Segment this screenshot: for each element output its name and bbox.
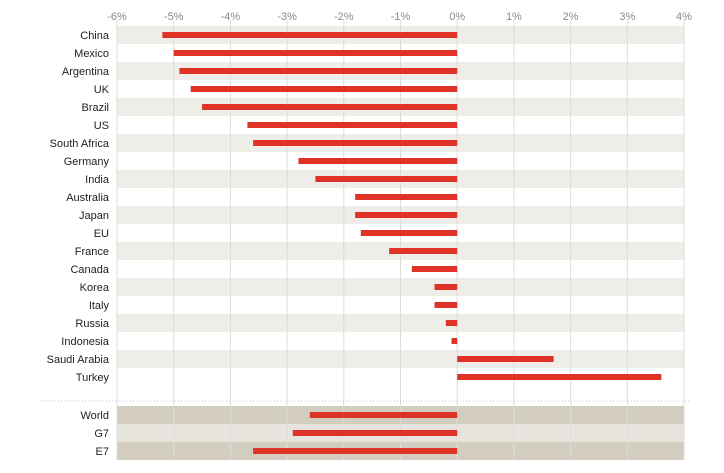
x-axis-ticks: -6% -5% -4% -3% -2% -1% 0% 1% 2% 3% 4% — [107, 11, 692, 23]
bar-japan — [355, 212, 458, 218]
category-label: G7 — [94, 428, 109, 440]
bar-korea — [434, 284, 458, 290]
bar-world — [309, 412, 458, 418]
bar-uk — [190, 86, 458, 92]
x-tick-label: 2% — [563, 11, 579, 23]
bar-saudi-arabia — [457, 356, 554, 362]
category-label: China — [80, 30, 110, 42]
category-label: World — [80, 410, 109, 422]
x-tick-label: -3% — [277, 11, 297, 23]
x-tick-label: -2% — [334, 11, 354, 23]
bar-brazil — [202, 104, 458, 110]
bar-france — [389, 248, 458, 254]
bar-italy — [434, 302, 458, 308]
category-label: EU — [94, 228, 109, 240]
category-label: Germany — [64, 156, 110, 168]
category-label: US — [94, 120, 109, 132]
category-label: South Africa — [50, 138, 110, 150]
bar-china — [162, 32, 458, 38]
category-label: Mexico — [74, 48, 109, 60]
category-label: E7 — [96, 446, 109, 458]
bar-turkey — [457, 374, 662, 380]
category-label: Korea — [80, 282, 110, 294]
x-tick-label: 4% — [676, 11, 692, 23]
category-label: Saudi Arabia — [47, 354, 110, 366]
bar-australia — [355, 194, 458, 200]
gridlines — [116, 20, 685, 460]
x-tick-label: -5% — [164, 11, 184, 23]
bar-south-africa — [253, 140, 458, 146]
category-label: Indonesia — [61, 336, 110, 348]
category-label: Argentina — [62, 66, 110, 78]
x-tick-label: -6% — [107, 11, 127, 23]
category-label: Brazil — [81, 102, 109, 114]
x-tick-label: 1% — [506, 11, 522, 23]
bar-eu — [360, 230, 458, 236]
category-label: Italy — [89, 300, 110, 312]
bar-g7 — [292, 430, 458, 436]
bar-argentina — [179, 68, 458, 74]
x-tick-label: 3% — [619, 11, 635, 23]
category-label: UK — [94, 84, 110, 96]
category-label: Russia — [75, 318, 110, 330]
bar-us — [247, 122, 458, 128]
bar-e7 — [253, 448, 458, 454]
bars — [162, 32, 662, 454]
x-tick-label: -1% — [391, 11, 411, 23]
category-label: Japan — [79, 210, 109, 222]
category-label: India — [85, 174, 110, 186]
category-labels: China Mexico Argentina UK Brazil US South Afri… — [47, 30, 110, 458]
bar-mexico — [173, 50, 458, 56]
bar-indonesia — [451, 338, 458, 344]
category-label: Australia — [66, 192, 110, 204]
x-tick-label: -4% — [221, 11, 241, 23]
category-label: France — [75, 246, 109, 258]
bar-russia — [445, 320, 458, 326]
category-label: Turkey — [76, 372, 110, 384]
category-label: Canada — [70, 264, 109, 276]
x-tick-label: 0% — [449, 11, 465, 23]
bar-germany — [298, 158, 458, 164]
bar-canada — [411, 266, 458, 272]
bar-india — [315, 176, 458, 182]
